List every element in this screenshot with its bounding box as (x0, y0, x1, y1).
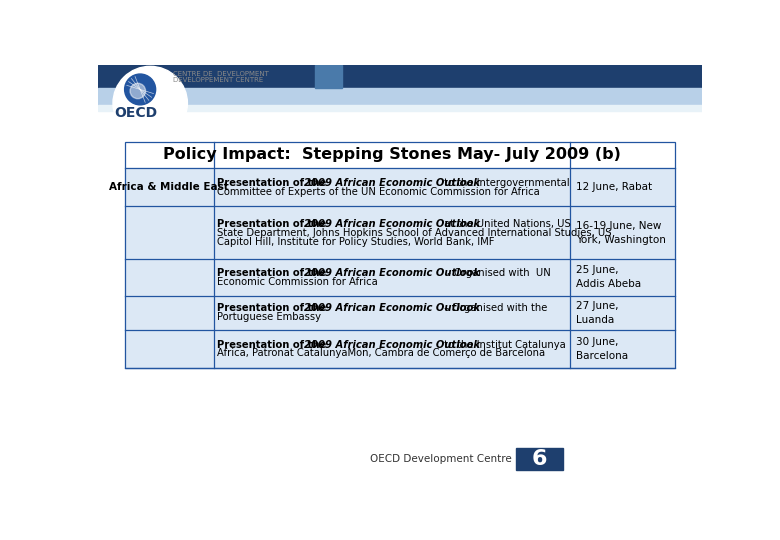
Text: 2009 African Economic Outlook: 2009 African Economic Outlook (304, 268, 480, 278)
Text: Presentation of the: Presentation of the (217, 303, 330, 313)
Text: 2009 African Economic Outlook: 2009 African Economic Outlook (304, 303, 480, 313)
Text: OECD Development Centre: OECD Development Centre (370, 454, 512, 464)
Text: Capitol Hill, Institute for Policy Studies, World Bank, IMF: Capitol Hill, Institute for Policy Studi… (217, 237, 495, 247)
Text: 25 June,
Addis Abeba: 25 June, Addis Abeba (576, 265, 642, 289)
Text: – Organised with the: – Organised with the (441, 303, 547, 313)
Bar (125, 206, 675, 259)
Text: Policy Impact:  Stepping Stones May- July 2009 (b): Policy Impact: Stepping Stones May- July… (163, 147, 621, 163)
Text: 27 June,
Luanda: 27 June, Luanda (576, 301, 619, 325)
Circle shape (125, 74, 156, 105)
Bar (314, 65, 342, 88)
Text: 12 June, Rabat: 12 June, Rabat (576, 182, 653, 192)
Text: 6: 6 (531, 449, 547, 469)
Text: 16-19 June, New
York, Washington: 16-19 June, New York, Washington (576, 221, 666, 245)
Text: Portuguese Embassy: Portuguese Embassy (217, 312, 321, 322)
Bar (98, 433, 702, 481)
Text: 2009 African Economic Outlook: 2009 African Economic Outlook (304, 219, 480, 229)
Text: Africa & Middle East: Africa & Middle East (109, 182, 229, 192)
Text: 2009 African Economic Outlook: 2009 African Economic Outlook (304, 340, 480, 349)
Text: 2009 African Economic Outlook: 2009 African Economic Outlook (304, 178, 480, 188)
Bar (125, 142, 675, 368)
Text: CENTRE DE  DEVELOPMENT: CENTRE DE DEVELOPMENT (173, 71, 269, 77)
Bar (125, 259, 675, 296)
Text: at the United Nations, US: at the United Nations, US (441, 219, 570, 229)
Text: Committee of Experts of the UN Economic Commission for Africa: Committee of Experts of the UN Economic … (217, 187, 540, 197)
Text: Africa, Patronat CatalunyaMon, Cambra de Comerço de Barcelona: Africa, Patronat CatalunyaMon, Cambra de… (217, 348, 545, 359)
Text: DEVELOPPEMENT CENTRE: DEVELOPPEMENT CENTRE (173, 77, 264, 83)
Text: Presentation of the: Presentation of the (217, 178, 330, 188)
Bar (516, 448, 562, 470)
Text: Presentation of the: Presentation of the (217, 340, 330, 349)
Bar (98, 105, 702, 111)
Circle shape (113, 66, 187, 140)
Text: - Organised with  UN: - Organised with UN (441, 268, 551, 278)
Text: 30 June,
Barcelona: 30 June, Barcelona (576, 337, 629, 361)
Bar (98, 88, 702, 105)
Bar (98, 65, 702, 88)
Text: State Department, Johns Hopkins School of Advanced International Studies, US: State Department, Johns Hopkins School o… (217, 228, 612, 238)
Text: Presentation of the: Presentation of the (217, 268, 330, 278)
Bar (125, 330, 675, 368)
Bar (125, 142, 675, 168)
Text: Economic Commission for Africa: Economic Commission for Africa (217, 276, 378, 287)
Text: to the Intergovernmental: to the Intergovernmental (441, 178, 569, 188)
Circle shape (130, 83, 146, 99)
Bar (125, 168, 675, 206)
Bar (125, 296, 675, 330)
Text: Presentation of the: Presentation of the (217, 219, 330, 229)
Text: OECD: OECD (115, 106, 158, 120)
Text: to the Institut Catalunya: to the Institut Catalunya (441, 340, 566, 349)
